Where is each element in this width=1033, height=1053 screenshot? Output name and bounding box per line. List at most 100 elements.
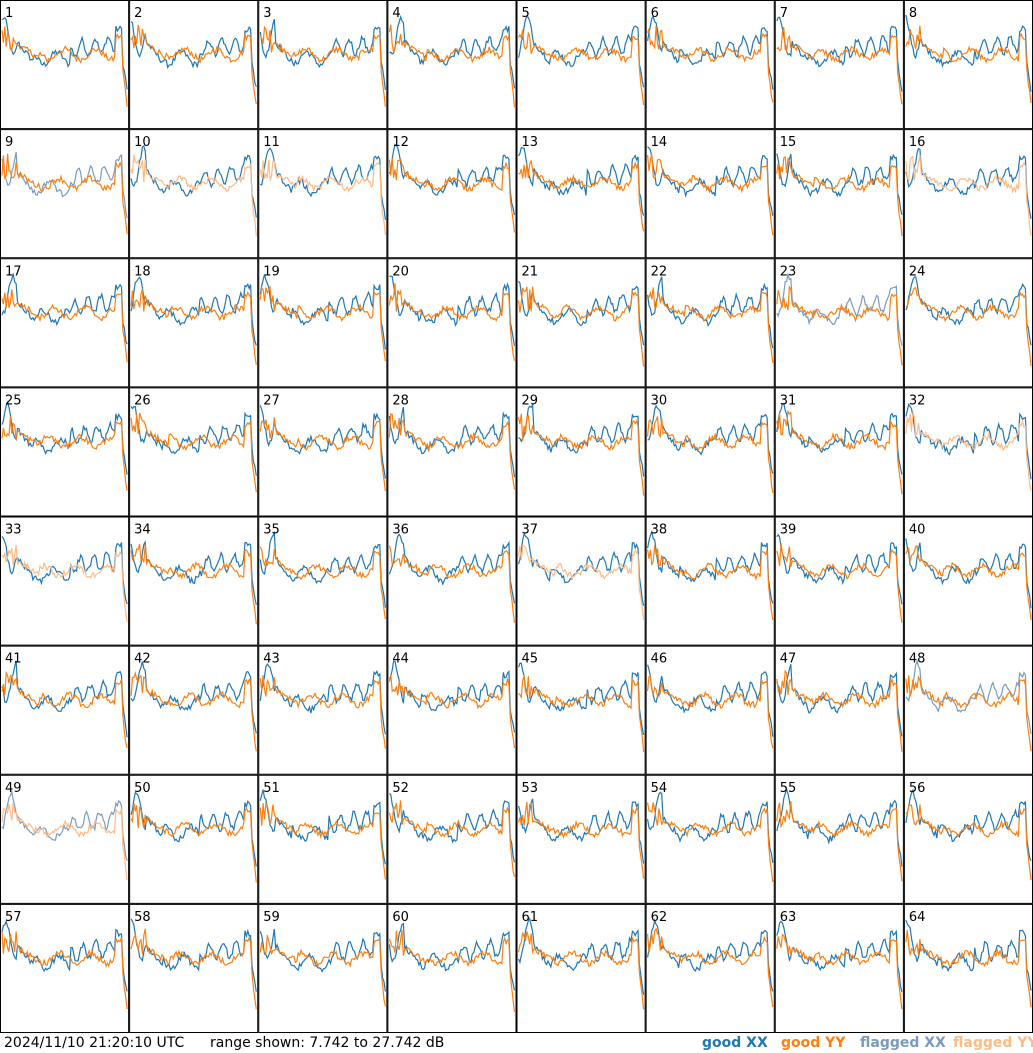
panel-number: 15 (780, 135, 797, 150)
trace-xx (259, 928, 386, 992)
panel-frame (258, 387, 388, 517)
trace-yy (259, 801, 386, 880)
panel-frame (774, 645, 904, 775)
trace-xx (130, 918, 257, 992)
panel-61: 61 (516, 903, 646, 1033)
trace-yy (776, 155, 903, 236)
trace-xx (776, 787, 903, 867)
panel-number: 55 (780, 781, 797, 796)
trace-yy (517, 931, 645, 1010)
panel-60: 60 (387, 903, 517, 1033)
trace-yy (905, 804, 1032, 880)
trace-xx (776, 273, 903, 346)
panel-frame (387, 0, 517, 130)
panel-frame (516, 129, 646, 259)
trace-yy (905, 25, 1032, 103)
trace-xx (518, 280, 645, 346)
panel-18: 18 (129, 258, 259, 388)
trace-xx (905, 919, 1032, 991)
panel-frame (258, 903, 388, 1033)
panel-frame (774, 516, 904, 646)
panel-number: 57 (5, 910, 22, 925)
panel-number: 54 (651, 781, 668, 796)
panel-number: 59 (263, 910, 280, 925)
trace-yy (647, 802, 774, 882)
trace-yy (1, 26, 128, 107)
panel-56: 56 (903, 774, 1033, 904)
panel-15: 15 (774, 129, 904, 259)
panel-number: 51 (263, 781, 280, 796)
panel-frame (258, 129, 388, 259)
panel-39: 39 (774, 516, 904, 646)
panel-number: 3 (263, 6, 271, 21)
panel-54: 54 (645, 774, 775, 904)
panel-number: 11 (263, 135, 280, 150)
trace-yy (130, 670, 257, 752)
panel-26: 26 (129, 387, 259, 517)
panel-frame (516, 903, 646, 1033)
panel-number: 17 (5, 264, 22, 279)
panel-number: 8 (909, 6, 917, 21)
panel-number: 49 (5, 781, 22, 796)
panel-number: 58 (134, 910, 151, 925)
trace-yy (776, 285, 903, 366)
panel-frame (774, 258, 904, 388)
panel-37: 37 (516, 516, 646, 646)
trace-xx (776, 663, 903, 737)
trace-yy (776, 543, 903, 623)
trace-xx (776, 153, 903, 216)
trace-xx (389, 793, 516, 863)
panel-number: 44 (392, 652, 409, 667)
panel-frame (129, 387, 259, 517)
panel-number: 26 (134, 393, 151, 408)
panel-number: 16 (909, 135, 926, 150)
panel-35: 35 (258, 516, 388, 646)
trace-xx (388, 406, 516, 478)
trace-xx (517, 15, 645, 88)
panel-number: 1 (5, 6, 13, 21)
panel-1: 1 (0, 0, 130, 130)
panel-frame (0, 0, 130, 130)
panel-frame (645, 516, 775, 646)
trace-yy (647, 675, 774, 749)
trace-yy (517, 286, 645, 367)
panel-number: 4 (392, 6, 400, 21)
panel-number: 27 (263, 393, 280, 408)
trace-xx (389, 14, 516, 89)
panel-number: 64 (909, 910, 926, 925)
panel-number: 47 (780, 652, 797, 667)
panel-number: 45 (522, 652, 539, 667)
trace-yy (517, 413, 645, 496)
trace-yy (388, 413, 516, 490)
panel-frame (387, 645, 517, 775)
panel-12: 12 (387, 129, 517, 259)
panel-52: 52 (387, 774, 517, 904)
panel-49: 49 (0, 774, 130, 904)
panel-number: 35 (263, 523, 280, 538)
trace-yy (1, 289, 128, 363)
panel-19: 19 (258, 258, 388, 388)
panel-frame (129, 129, 259, 259)
panel-25: 25 (0, 387, 130, 517)
panel-number: 50 (134, 781, 151, 796)
panel-frame (129, 774, 259, 904)
panel-number: 46 (651, 652, 668, 667)
panel-number: 30 (651, 393, 668, 408)
panel-frame (774, 903, 904, 1033)
trace-yy (259, 674, 386, 749)
panel-29: 29 (516, 387, 646, 517)
panel-number: 37 (522, 523, 539, 538)
panel-32: 32 (903, 387, 1033, 517)
trace-yy (388, 24, 516, 108)
legend-good-yy: good YY (781, 1035, 846, 1051)
trace-yy (517, 29, 645, 106)
panel-number: 20 (392, 264, 409, 279)
trace-xx (1, 400, 128, 475)
trace-yy (388, 283, 516, 361)
panel-46: 46 (645, 645, 775, 775)
trace-yy (517, 802, 645, 879)
panel-number: 10 (134, 135, 151, 150)
panel-number: 18 (134, 264, 151, 279)
panel-frame (516, 0, 646, 130)
panel-number: 42 (134, 652, 151, 667)
